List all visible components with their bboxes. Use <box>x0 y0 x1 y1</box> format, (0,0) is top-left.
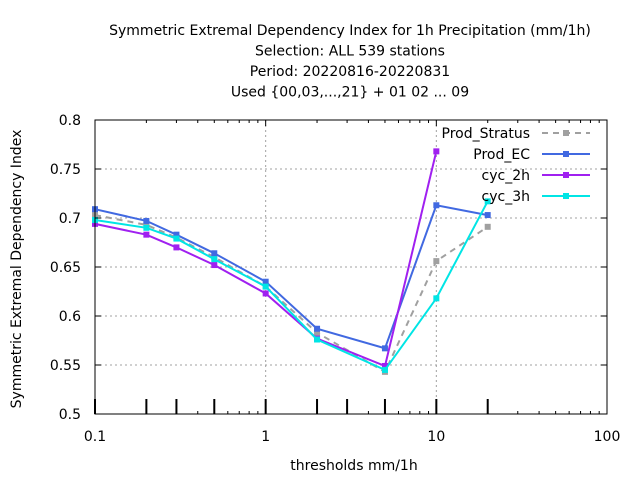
data-point <box>262 283 269 290</box>
y-tick-label: 0.7 <box>59 211 81 227</box>
legend-label: cyc_2h <box>482 168 530 184</box>
x-axis-ticks: 0.1 1 10 100 <box>84 120 621 445</box>
y-tick-label: 0.65 <box>50 260 81 276</box>
data-point <box>484 212 491 219</box>
data-point <box>433 148 440 155</box>
data-point <box>262 290 269 297</box>
data-point <box>173 231 180 238</box>
y-tick-label: 0.55 <box>50 358 81 374</box>
data-point <box>314 329 321 336</box>
data-point <box>314 325 321 332</box>
legend-label: cyc_3h <box>482 189 530 205</box>
grid <box>95 120 607 414</box>
legend-label: Prod_Stratus <box>442 126 530 142</box>
title-line: Selection: ALL 539 stations <box>255 44 445 60</box>
legend-label: Prod_EC <box>473 147 530 163</box>
data-point <box>314 336 321 343</box>
data-point <box>433 295 440 302</box>
data-point <box>433 258 440 265</box>
y-tick-label: 0.8 <box>59 113 81 129</box>
series-layer <box>92 148 491 375</box>
legend-marker <box>563 130 569 136</box>
x-tick-label: 10 <box>427 429 445 445</box>
title-line: Used {00,03,...,21} + 01 02 ... 09 <box>231 85 469 101</box>
series-Prod_EC <box>92 202 491 352</box>
y-tick-label: 0.75 <box>50 162 81 178</box>
data-point <box>433 202 440 209</box>
series-cyc_3h <box>92 198 491 373</box>
chart-title: Symmetric Extremal Dependency Index for … <box>109 23 591 101</box>
series-line <box>94 204 488 350</box>
data-point <box>211 256 218 263</box>
data-point <box>143 231 150 238</box>
data-point <box>381 345 388 352</box>
data-point <box>143 217 150 224</box>
legend-marker <box>563 193 569 199</box>
data-point <box>211 250 218 257</box>
legend-marker <box>563 172 569 178</box>
y-tick-label: 0.6 <box>59 309 81 325</box>
y-axis-ticks: 0.5 0.55 0.6 0.65 0.7 0.75 0.8 <box>50 113 607 423</box>
data-point <box>381 362 388 369</box>
data-point <box>381 366 388 373</box>
x-axis-label: thresholds mm/1h <box>290 458 417 474</box>
data-point <box>173 244 180 251</box>
y-tick-label: 0.5 <box>59 407 81 423</box>
x-tick-label: 1 <box>261 429 270 445</box>
data-point <box>211 262 218 269</box>
legend-marker <box>563 151 569 157</box>
x-tick-label: 100 <box>594 429 621 445</box>
legend: Prod_Stratus Prod_EC cyc_2h cyc_3h <box>442 126 590 205</box>
data-point <box>143 224 150 231</box>
data-point <box>173 235 180 242</box>
data-point <box>484 198 491 205</box>
y-axis-label: Symmetric Extremal Dependency Index <box>9 130 25 409</box>
data-point <box>484 223 491 230</box>
series-line <box>94 151 438 368</box>
title-line: Period: 20220816-20220831 <box>250 64 450 80</box>
title-line: Symmetric Extremal Dependency Index for … <box>109 23 591 39</box>
x-tick-label: 0.1 <box>84 429 106 445</box>
data-point <box>262 278 269 285</box>
